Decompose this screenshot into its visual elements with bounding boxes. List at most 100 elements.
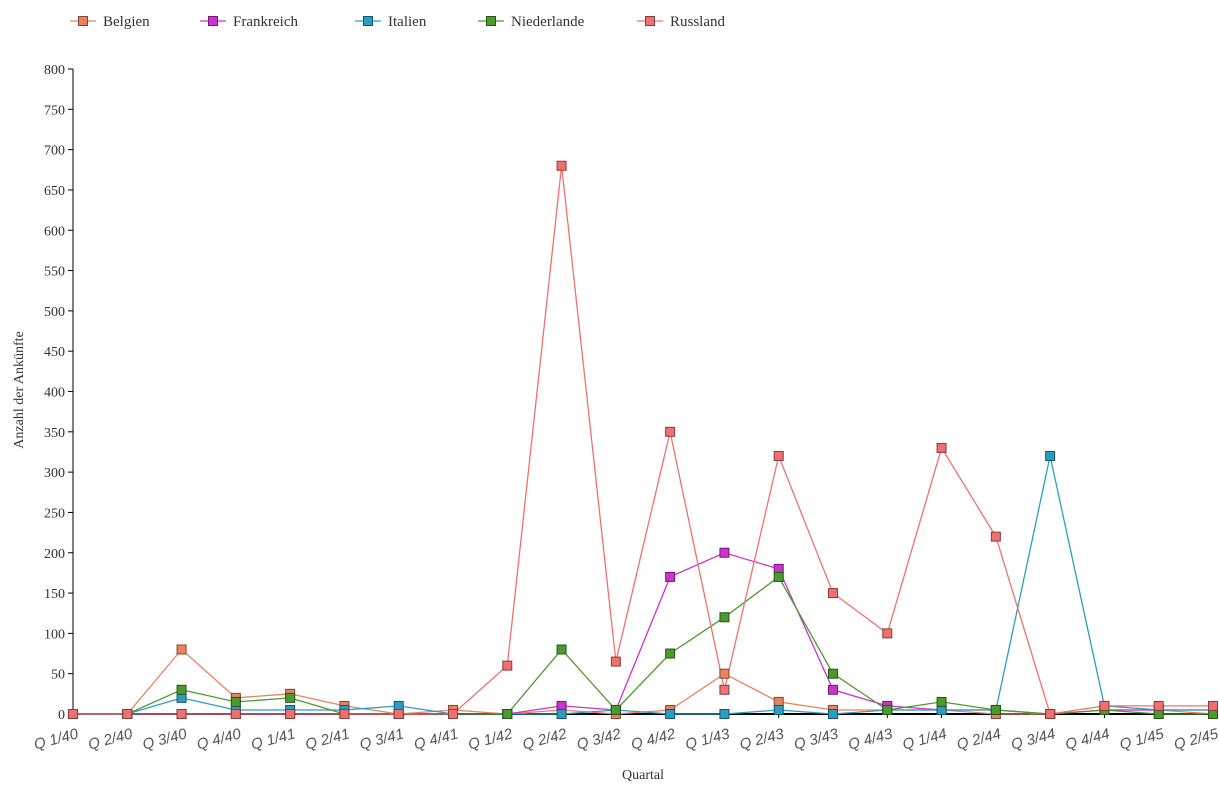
data-point-russland [230, 709, 241, 719]
y-tick-label: 400 [44, 386, 65, 401]
data-point-russland [393, 709, 404, 719]
x-tick-label: Q 2/40 [86, 725, 135, 753]
data-point-russland [68, 709, 78, 719]
y-tick-label: 250 [44, 506, 65, 521]
y-tick-label: 100 [44, 627, 65, 642]
data-point-niederlande [828, 668, 838, 679]
data-point-belgien [719, 668, 730, 679]
x-tick-label: Q 2/44 [955, 725, 1003, 753]
series-line-niederlande [73, 575, 1213, 715]
data-point-frankreich [828, 684, 838, 695]
x-tick-label: Q 2/45 [1172, 725, 1219, 753]
legend: Belgien Frankreich Italien Niederlande Russl… [70, 14, 726, 30]
legend-marker [363, 16, 373, 26]
y-tick-label: 750 [44, 103, 65, 118]
data-point-niederlande [882, 704, 893, 715]
data-point-niederlande [230, 696, 241, 707]
x-tick-label: Q 3/43 [792, 725, 841, 753]
data-point-russland [828, 588, 838, 599]
x-tick-label: Q 2/42 [521, 725, 570, 753]
y-axis-title: Anzahl der Ankünfte [12, 331, 27, 448]
x-tick-label: Q 2/41 [304, 725, 352, 753]
legend-item-frankreich: Frankreich [200, 14, 298, 30]
x-tick-label: Q 4/41 [412, 725, 460, 753]
data-point-russland [1153, 700, 1164, 711]
legend-item-russland: Russland [637, 14, 726, 30]
data-point-niederlande [665, 648, 676, 659]
y-tick-label: 800 [44, 63, 65, 78]
data-point-russland [285, 709, 296, 719]
y-tick-label: 50 [51, 668, 65, 683]
x-tick-label: Q 3/41 [358, 725, 406, 753]
legend-marker [645, 16, 655, 26]
data-point-russland [882, 628, 893, 639]
x-tick-label: Q 4/42 [629, 725, 678, 753]
x-tick-label: Q 1/44 [901, 725, 949, 753]
y-tick-label: 600 [44, 224, 65, 239]
y-tick-label: 500 [44, 305, 65, 320]
data-point-frankreich [665, 571, 676, 582]
data-point-russland [1099, 700, 1110, 711]
x-tick-label: Q 3/44 [1009, 725, 1057, 753]
data-point-italien [719, 709, 730, 719]
x-tick-label: Q 4/40 [195, 725, 244, 753]
x-tick-label: Q 3/42 [575, 725, 624, 753]
y-tick-label: 200 [44, 547, 65, 562]
x-tick-label: Q 1/41 [249, 725, 297, 753]
x-tick-label: Q 4/44 [1064, 725, 1112, 753]
x-tick-label: Q 3/40 [141, 725, 190, 753]
data-point-russland [339, 709, 350, 719]
x-tick-label: Q 1/45 [1118, 725, 1167, 753]
data-point-russland [176, 709, 187, 719]
data-point-italien [828, 709, 838, 719]
series-line-italien [73, 455, 1213, 715]
x-tick-label: Q 1/40 [32, 725, 81, 753]
series-line-frankreich [73, 552, 1213, 715]
legend-marker [208, 16, 218, 26]
legend-marker [486, 16, 496, 26]
legend-label: Niederlande [511, 14, 585, 30]
data-point-niederlande [502, 709, 513, 719]
y-tick-label: 650 [44, 184, 65, 199]
x-tick-label: Q 1/42 [466, 725, 515, 753]
data-point-russland [1045, 709, 1056, 719]
data-point-russland [773, 451, 784, 461]
data-point-italien [665, 709, 676, 719]
legend-label: Italien [388, 14, 427, 30]
data-point-niederlande [610, 704, 621, 715]
series-line-russland [73, 165, 1213, 715]
legend-item-niederlande: Niederlande [478, 14, 585, 30]
data-point-russland [122, 709, 133, 719]
y-tick-label: 350 [44, 426, 65, 441]
y-tick-label: 0 [58, 708, 65, 723]
legend-label: Frankreich [233, 14, 298, 30]
x-tick-label: Q 1/43 [684, 725, 733, 753]
x-axis: Q 1/40 Q 2/40 Q 3/40 Q 4/40 Q 1/41 Q 2/41 Q 3/… [32, 713, 1219, 754]
y-tick-label: 300 [44, 466, 65, 481]
data-point-frankreich [719, 547, 730, 558]
plot-area [68, 160, 1218, 719]
x-axis-title: Quartal [622, 768, 664, 783]
data-point-russland [990, 531, 1001, 542]
data-point-russland [1208, 700, 1218, 711]
data-point-niederlande [556, 644, 567, 655]
x-tick-label: Q 2/43 [738, 725, 787, 753]
data-point-niederlande [285, 692, 296, 703]
data-point-niederlande [990, 704, 1001, 715]
data-point-italien [1045, 451, 1056, 461]
data-point-niederlande [773, 571, 784, 582]
data-point-russland [936, 442, 947, 453]
data-point-niederlande [176, 684, 187, 695]
data-point-niederlande [936, 696, 947, 707]
data-point-italien [773, 704, 784, 715]
x-tick-label: Q 4/43 [846, 725, 895, 753]
legend-label: Belgien [103, 14, 150, 30]
y-axis: 0 50 100 150 200 250 300 350 400 450 500 550 600 650 7… [44, 63, 74, 723]
y-tick-label: 700 [44, 144, 65, 159]
legend-item-italien: Italien [355, 14, 427, 30]
data-point-russland [719, 684, 730, 695]
legend-label: Russland [670, 14, 726, 30]
data-point-italien [556, 709, 567, 719]
data-point-niederlande [719, 612, 730, 623]
